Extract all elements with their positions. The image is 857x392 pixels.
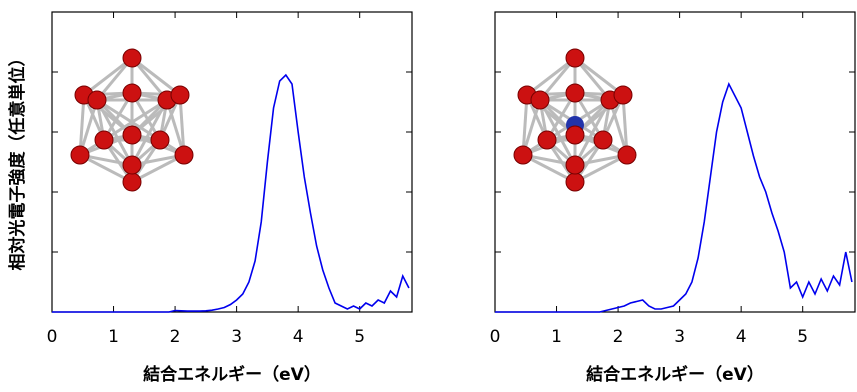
y-axis-label: 相対光電子強度（任意単位）	[7, 50, 28, 271]
atom	[531, 91, 549, 109]
atom	[618, 146, 636, 164]
atom	[514, 146, 532, 164]
atom	[123, 49, 141, 67]
atom	[88, 91, 106, 109]
x-tick-label: 0	[490, 327, 501, 347]
plot-frame	[52, 12, 412, 312]
x-tick-label: 2	[613, 327, 624, 347]
plot-frame	[495, 12, 855, 312]
atom	[175, 146, 193, 164]
atom	[95, 131, 113, 149]
chart: 0 1 2 3 4 5 結合エネルギー（eV） 相対光電子強度（任意単位） 0 1 2 3 4 5 結合エネ…	[0, 0, 857, 392]
x-tick-label: 4	[736, 327, 747, 347]
molecule-inset	[514, 49, 636, 191]
x-tick-label: 1	[551, 327, 562, 347]
atom	[151, 131, 169, 149]
x-tick-label: 2	[170, 327, 181, 347]
molecule-inset	[71, 49, 193, 191]
atom	[614, 86, 632, 104]
atom	[566, 126, 584, 144]
x-axis-label: 結合エネルギー（eV）	[143, 364, 321, 385]
x-tick-label: 3	[674, 327, 685, 347]
x-tick-label: 3	[231, 327, 242, 347]
atom	[566, 49, 584, 67]
atom	[538, 131, 556, 149]
atom	[123, 126, 141, 144]
atom	[566, 173, 584, 191]
x-tick-label: 1	[108, 327, 119, 347]
atom	[566, 84, 584, 102]
atom	[123, 84, 141, 102]
x-tick-label: 5	[354, 327, 365, 347]
x-tick-label: 4	[293, 327, 304, 347]
x-axis-label: 結合エネルギー（eV）	[586, 364, 764, 385]
atom	[566, 156, 584, 174]
atom	[594, 131, 612, 149]
atom	[71, 146, 89, 164]
atom	[171, 86, 189, 104]
atom	[123, 173, 141, 191]
x-tick-label: 5	[797, 327, 808, 347]
atom	[123, 156, 141, 174]
x-tick-label: 0	[47, 327, 58, 347]
